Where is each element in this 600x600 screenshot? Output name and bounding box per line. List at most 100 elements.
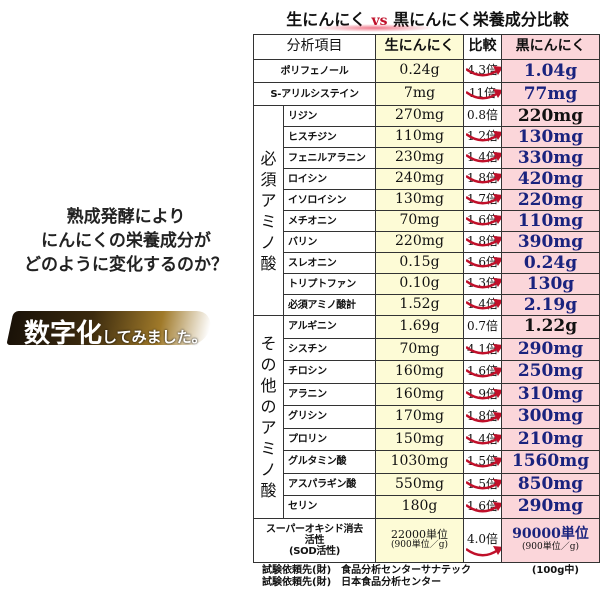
- table-row: スレオニン 0.15g 1.6倍 0.24g: [254, 252, 600, 274]
- table-row: グルタミン酸 1030mg 1.5倍 1560mg: [254, 450, 600, 474]
- header-cmp: 比較: [463, 34, 502, 60]
- black-value: 2.19g: [523, 294, 578, 315]
- raw-value: 270mg: [375, 105, 464, 127]
- table-row: バリン 220mg 1.8倍 390mg: [254, 231, 600, 253]
- black-value: 330mg: [517, 147, 584, 168]
- table-row: セリン 180g 1.6倍 290mg: [254, 495, 600, 519]
- table-row: メチオニン 70mg 1.6倍 110mg: [254, 210, 600, 232]
- black-value: 300mg: [517, 406, 584, 427]
- ratio: 1.8倍: [466, 171, 499, 186]
- group-essential: 必須アミノ酸: [260, 148, 277, 273]
- ratio: 1.5倍: [466, 454, 499, 469]
- ratio: 4.3倍: [466, 63, 499, 78]
- table-row: フェニルアラニン 230mg 1.4倍 330mg: [254, 147, 600, 169]
- ratio: 1.5倍: [466, 476, 499, 491]
- item-name: リジン: [283, 105, 376, 127]
- ratio: 1.3倍: [466, 276, 499, 291]
- black-value: 0.24g: [523, 252, 578, 273]
- raw-value: 240mg: [375, 168, 464, 190]
- raw-value: 550mg: [375, 472, 464, 496]
- item-name: バリン: [283, 231, 376, 253]
- item-name: グリシン: [283, 405, 376, 429]
- table-row: 必須アミノ酸計 1.52g 1.4倍 2.19g: [254, 294, 600, 316]
- table-row: グリシン 170mg 1.8倍 300mg: [254, 405, 600, 429]
- black-value: 290mg: [517, 338, 584, 359]
- ratio: 0.7倍: [466, 319, 499, 334]
- raw-value: 230mg: [375, 147, 464, 169]
- intro-line: どのように変化するのか？: [24, 255, 228, 275]
- sod-name: スーパーオキシド消去: [266, 523, 363, 535]
- black-value: 220mg: [517, 189, 584, 210]
- ratio: 1.6倍: [466, 213, 499, 228]
- item-name: スレオニン: [283, 252, 376, 274]
- raw-value: 180g: [375, 495, 464, 519]
- black-value: 310mg: [517, 383, 584, 404]
- raw-value: 7mg: [375, 82, 464, 106]
- ratio: 0.8倍: [466, 108, 499, 123]
- raw-value: 70mg: [375, 337, 464, 361]
- ratio: 11倍: [468, 86, 497, 101]
- header-item: 分析項目: [253, 34, 376, 60]
- black-value: 77mg: [523, 83, 578, 104]
- sod-black-sub: (900単位／g): [522, 541, 579, 552]
- table-row: アスパラギン酸 550mg 1.5倍 850mg: [254, 472, 600, 496]
- title-black: 黒にんにく栄養成分比較: [393, 10, 569, 29]
- table-row: ヒスチジン 110mg 1.2倍 130mg: [254, 126, 600, 148]
- raw-value: 170mg: [375, 405, 464, 429]
- raw-value: 1030mg: [375, 450, 464, 474]
- brush-big-text: 数字化: [24, 319, 103, 349]
- table-row: チロシン 160mg 1.6倍 250mg: [254, 360, 600, 384]
- unit-note: (100g中): [531, 564, 579, 576]
- ratio: 1.4倍: [466, 297, 499, 312]
- raw-value: 1.52g: [375, 294, 464, 316]
- item-name: アスパラギン酸: [283, 472, 376, 496]
- ratio: 1.6倍: [466, 499, 499, 514]
- up-arrow-icon: [466, 545, 501, 556]
- black-value: 250mg: [517, 361, 584, 382]
- item-name: グルタミン酸: [283, 450, 376, 474]
- item-name: セリン: [283, 495, 376, 519]
- item-name: アラニン: [283, 382, 376, 406]
- intro-line: にんにくの栄養成分が: [41, 231, 211, 251]
- black-value: 1560mg: [511, 451, 590, 472]
- item-name: S-アリルシステイン: [253, 82, 376, 106]
- table-row: ロイシン 240mg 1.8倍 420mg: [254, 168, 600, 190]
- comparison-table: 分析項目 生にんにく 比較 黒にんにく ポリフェノール 0.24g 4.3倍 1.04…: [253, 34, 600, 563]
- ratio: 1.9倍: [466, 386, 499, 401]
- black-value: 850mg: [517, 473, 584, 494]
- page-title: 生にんにく vs 黒にんにく栄養成分比較: [255, 6, 600, 32]
- item-name: ロイシン: [283, 168, 376, 190]
- black-value: 220mg: [517, 105, 584, 126]
- raw-value: 110mg: [375, 126, 464, 148]
- black-value: 110mg: [517, 210, 584, 231]
- intro: 熟成発酵により にんにくの栄養成分が どのように変化するのか？: [0, 205, 250, 277]
- sod-black: 90000単位: [512, 526, 589, 543]
- footer: 試験依頼先(財) 食品分析センターサナテック 試験依頼先(財) 日本食品分析セン…: [253, 565, 599, 589]
- header-raw: 生にんにく: [375, 34, 464, 60]
- table-row: トリプトファン 0.10g 1.3倍 130g: [254, 273, 600, 295]
- ratio: 1.6倍: [466, 364, 499, 379]
- item-name: イソロイシン: [283, 189, 376, 211]
- item-name: ヒスチジン: [283, 126, 376, 148]
- source-2: 試験依頼先(財) 日本食品分析センター: [262, 576, 442, 588]
- black-value: 1.22g: [523, 316, 578, 337]
- table-row: 必須アミノ酸 リジン 270mg 0.8倍 220mg: [253, 105, 600, 316]
- black-value: 420mg: [517, 168, 584, 189]
- black-value: 390mg: [517, 231, 584, 252]
- ratio: 4.1倍: [466, 341, 499, 356]
- table-row: シスチン 70mg 4.1倍 290mg: [254, 337, 600, 361]
- table-row: ポリフェノール 0.24g 4.3倍 1.04g: [253, 59, 600, 83]
- ratio: 1.2倍: [466, 129, 499, 144]
- table-row: アラニン 160mg 1.9倍 310mg: [254, 382, 600, 406]
- raw-value: 130mg: [375, 189, 464, 211]
- table-row: イソロイシン 130mg 1.7倍 220mg: [254, 189, 600, 211]
- table-row: プロリン 150mg 1.4倍 210mg: [254, 427, 600, 451]
- title-raw: 生にんにく: [286, 10, 366, 29]
- raw-value: 0.15g: [375, 252, 464, 274]
- header-black: 黒にんにく: [501, 34, 600, 60]
- raw-value: 0.24g: [375, 59, 464, 83]
- brush-banner: 数字化してみました。: [6, 305, 250, 353]
- item-name: シスチン: [283, 337, 376, 361]
- table-row: その他のアミノ酸 アルギニン 1.69g 0.7倍 1.22g: [253, 315, 600, 519]
- black-value: 290mg: [517, 496, 584, 517]
